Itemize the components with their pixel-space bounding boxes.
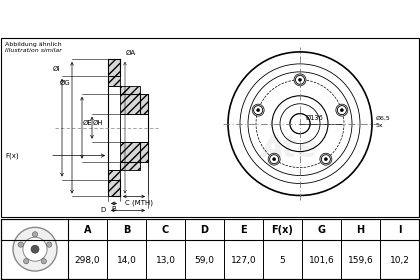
Text: Abbildung ähnlich: Abbildung ähnlich	[5, 42, 62, 47]
Text: ØG: ØG	[59, 80, 70, 86]
Circle shape	[254, 106, 262, 115]
Text: Ø6,5: Ø6,5	[376, 116, 391, 121]
Text: Illustration similar: Illustration similar	[5, 48, 62, 53]
Bar	[108, 170, 120, 179]
Bar	[140, 94, 148, 114]
Text: A: A	[84, 225, 91, 235]
Circle shape	[296, 75, 304, 84]
Circle shape	[294, 74, 306, 86]
Circle shape	[24, 259, 29, 264]
Circle shape	[31, 245, 39, 253]
Circle shape	[337, 106, 346, 115]
Text: 414115: 414115	[298, 11, 362, 26]
Text: 5x: 5x	[376, 123, 383, 128]
Text: I: I	[398, 225, 401, 235]
Text: B: B	[123, 225, 130, 235]
Text: 59,0: 59,0	[194, 256, 215, 265]
Text: 101,6: 101,6	[309, 256, 334, 265]
Text: 298,0: 298,0	[75, 256, 100, 265]
Bar	[140, 142, 148, 162]
Text: F(x): F(x)	[5, 152, 18, 159]
Text: 127,0: 127,0	[231, 256, 256, 265]
Text: C: C	[162, 225, 169, 235]
Circle shape	[13, 227, 57, 271]
Circle shape	[270, 155, 278, 164]
Text: Ø136: Ø136	[306, 115, 324, 121]
Text: 14,0: 14,0	[117, 256, 136, 265]
Text: 10,2: 10,2	[390, 256, 410, 265]
Text: ØH: ØH	[93, 120, 104, 126]
Bar	[108, 76, 120, 86]
Text: H: H	[357, 225, 365, 235]
Text: Ate: Ate	[261, 134, 319, 163]
Circle shape	[321, 155, 331, 164]
Circle shape	[299, 78, 302, 81]
Circle shape	[32, 232, 38, 237]
Circle shape	[23, 237, 47, 261]
Text: 24.0114-0115.1: 24.0114-0115.1	[101, 11, 235, 26]
Text: E: E	[240, 225, 247, 235]
Circle shape	[257, 109, 260, 112]
Text: ØA: ØA	[126, 50, 136, 56]
Text: ØI: ØI	[52, 66, 60, 72]
Text: 13,0: 13,0	[155, 256, 176, 265]
Text: 159,6: 159,6	[348, 256, 373, 265]
Bar	[120, 86, 140, 94]
Bar	[120, 162, 140, 170]
Circle shape	[336, 104, 348, 116]
Text: D: D	[101, 207, 106, 213]
Circle shape	[340, 109, 343, 112]
Circle shape	[273, 158, 276, 161]
Bar	[108, 59, 120, 76]
Circle shape	[290, 114, 310, 134]
Bar	[120, 114, 148, 142]
Circle shape	[47, 242, 52, 247]
Text: 5: 5	[280, 256, 285, 265]
Text: F(x): F(x)	[272, 225, 294, 235]
Text: G: G	[318, 225, 326, 235]
Circle shape	[268, 153, 280, 165]
Circle shape	[18, 242, 24, 247]
Text: B: B	[112, 206, 116, 213]
Bar	[108, 179, 120, 197]
Bar	[120, 94, 148, 114]
Text: C (MTH): C (MTH)	[125, 199, 153, 206]
Circle shape	[252, 104, 264, 116]
Circle shape	[324, 158, 327, 161]
Text: D: D	[200, 225, 208, 235]
Bar	[120, 142, 148, 162]
Circle shape	[41, 259, 47, 264]
Text: ØE: ØE	[83, 120, 93, 126]
Circle shape	[320, 153, 332, 165]
